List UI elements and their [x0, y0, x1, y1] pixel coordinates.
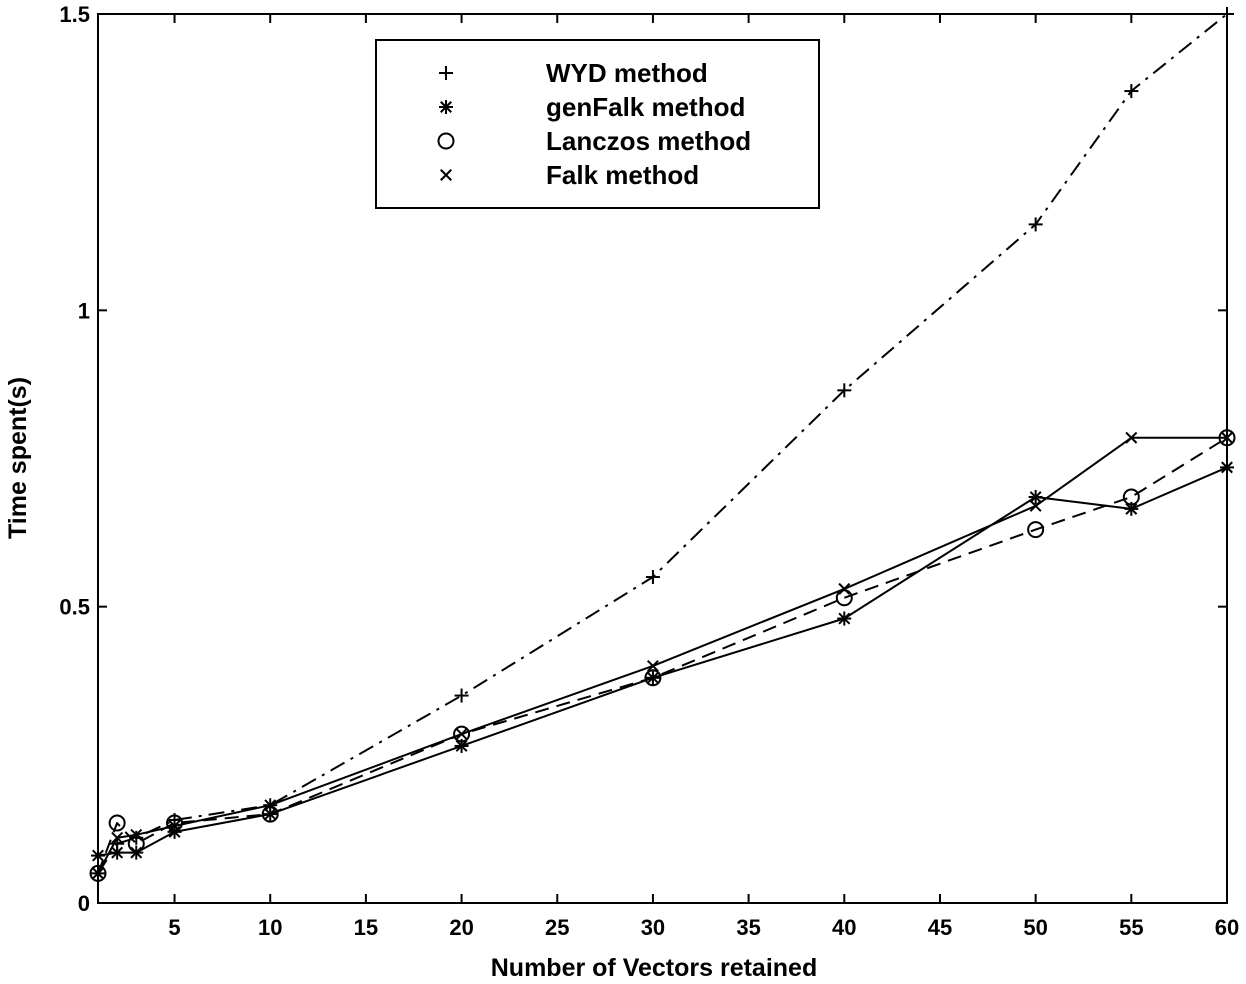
data-point-falk-method [455, 728, 468, 741]
x-tick-label: 30 [641, 915, 665, 940]
data-point-lanczos-method [1122, 488, 1140, 506]
x-tick-label: 5 [168, 915, 180, 940]
x-axis-label: Number of Vectors retained [491, 954, 817, 982]
data-point-wyd-method [837, 383, 852, 398]
data-point-lanczos-method [1027, 521, 1045, 539]
x-tick-label: 10 [258, 915, 282, 940]
data-point-lanczos-method [453, 725, 471, 743]
series-layer [89, 7, 1236, 882]
data-point-genfalk-method [110, 845, 125, 860]
data-point-wyd-method [645, 570, 660, 585]
data-point-wyd-method [1124, 84, 1139, 99]
series-falk-method [92, 431, 1233, 880]
x-tick-label: 20 [449, 915, 473, 940]
legend-entry-lanczos-method: Lanczos method [437, 126, 751, 156]
data-point-falk-method [130, 828, 143, 841]
x-tick-label: 15 [354, 915, 378, 940]
data-point-falk-method [1029, 499, 1042, 512]
x-tick-label: 55 [1119, 915, 1143, 940]
data-point-falk-method [838, 582, 851, 595]
legend-label-falk-method: Falk method [546, 160, 699, 190]
plot-area-frame [97, 13, 1228, 904]
y-tick-label: 0 [78, 891, 90, 916]
data-point-genfalk-method [129, 845, 144, 860]
y-tick-label: 0.5 [59, 595, 90, 620]
data-point-lanczos-method [108, 814, 126, 832]
tick-layer: 5 10 15 20 25 30 35 40 45 50 55 60 0 0.5 1 1.5 [59, 2, 1239, 940]
y-axis-label: Time spent(s) [4, 377, 32, 539]
legend-label-wyd-method: WYD method [546, 58, 708, 88]
x-tick-label: 40 [832, 915, 856, 940]
y-tick-label: 1 [78, 298, 90, 323]
data-point-wyd-method [1028, 217, 1043, 232]
legend-entry-genfalk-method: genFalk method [439, 92, 745, 122]
legend-label-lanczos-method: Lanczos method [546, 126, 751, 156]
data-point-falk-method [168, 819, 181, 832]
legend-entry-falk-method: Falk method [440, 160, 699, 190]
legend-label-genfalk-method: genFalk method [546, 92, 745, 122]
data-point-falk-method [264, 799, 277, 812]
x-tick-label: 35 [736, 915, 760, 940]
data-point-lanczos-method [166, 814, 184, 832]
data-point-genfalk-method [1124, 501, 1139, 516]
legend-marker-falk-method [440, 169, 452, 181]
data-point-wyd-method [454, 688, 469, 703]
data-point-lanczos-method [644, 669, 662, 687]
legend-marker-genfalk-method [439, 100, 453, 114]
data-point-falk-method [646, 659, 659, 672]
data-point-genfalk-method [837, 611, 852, 626]
x-tick-label: 60 [1215, 915, 1239, 940]
legend-marker-lanczos-method [437, 132, 455, 150]
x-tick-label: 25 [545, 915, 569, 940]
x-tick-label: 45 [928, 915, 952, 940]
legend-entries: WYD method genFalk method Lanczos method Fa… [437, 58, 751, 190]
y-tick-label: 1.5 [59, 2, 90, 27]
data-point-genfalk-method [1028, 490, 1043, 505]
legend: WYD method genFalk method Lanczos method Fa… [375, 39, 820, 209]
data-point-falk-method [111, 831, 124, 844]
legend-marker-wyd-method [439, 66, 453, 80]
data-point-falk-method [1125, 431, 1138, 444]
x-tick-label: 50 [1023, 915, 1047, 940]
legend-entry-wyd-method: WYD method [439, 58, 708, 88]
